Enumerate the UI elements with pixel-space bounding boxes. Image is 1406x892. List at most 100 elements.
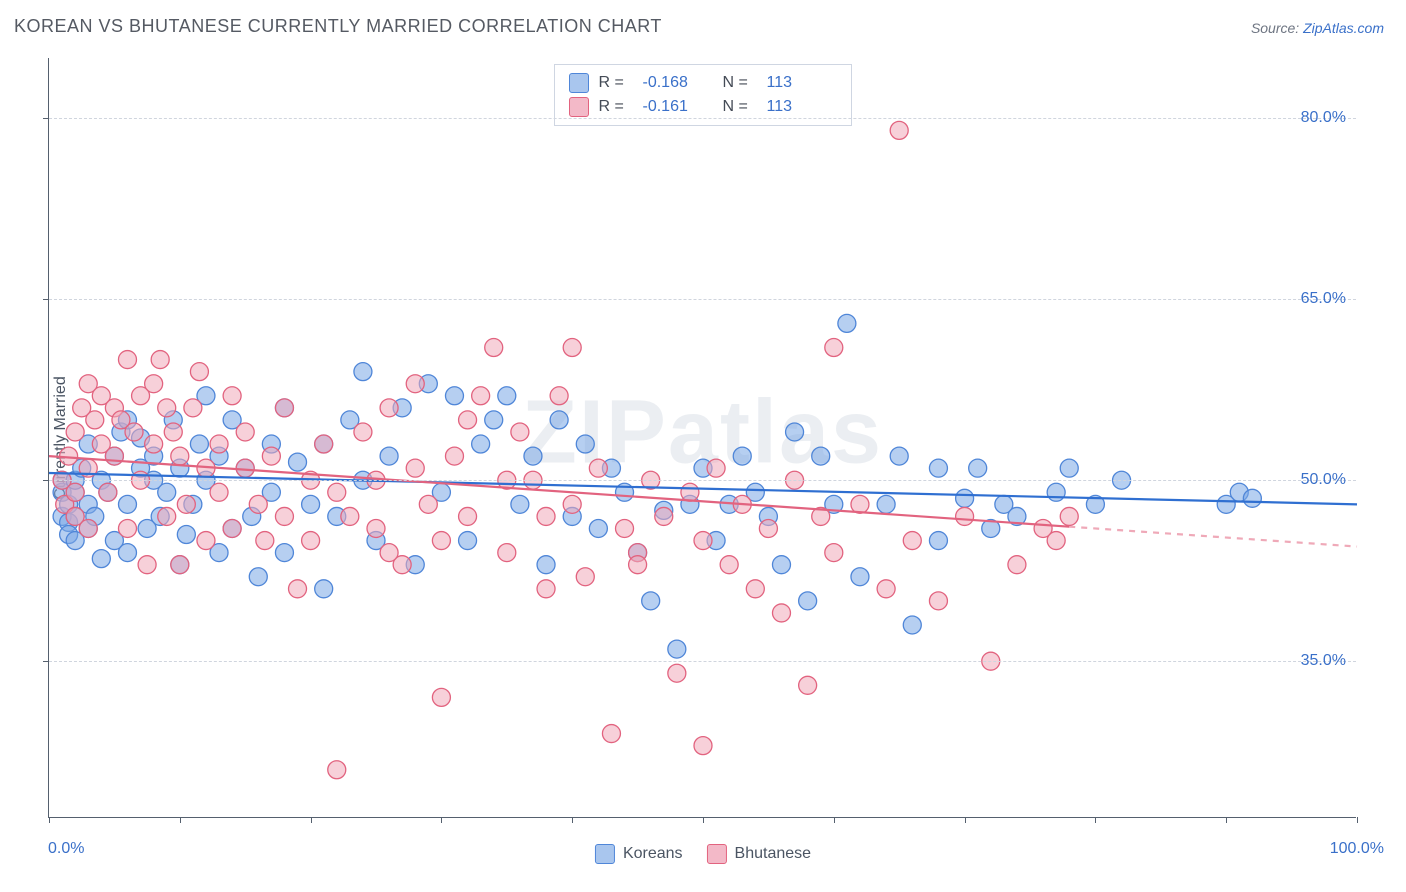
data-point (799, 592, 817, 610)
data-point (537, 580, 555, 598)
r-label: R = (599, 98, 633, 116)
data-point (877, 495, 895, 513)
legend-swatch (569, 73, 589, 93)
data-point (145, 375, 163, 393)
data-point (537, 556, 555, 574)
data-point (786, 423, 804, 441)
r-label: R = (599, 74, 633, 92)
data-point (825, 339, 843, 357)
gridline (49, 118, 1356, 119)
data-point (302, 532, 320, 550)
y-tick-label: 50.0% (1301, 471, 1346, 489)
data-point (223, 519, 241, 537)
data-point (838, 314, 856, 332)
x-tick-mark (965, 817, 966, 823)
data-point (550, 387, 568, 405)
data-point (177, 495, 195, 513)
n-label: N = (723, 98, 757, 116)
data-point (197, 532, 215, 550)
data-point (118, 495, 136, 513)
data-point (472, 435, 490, 453)
data-point (380, 544, 398, 562)
data-point (190, 363, 208, 381)
data-point (825, 544, 843, 562)
data-point (289, 453, 307, 471)
legend-stat-row: R =-0.168N =113 (569, 71, 837, 95)
data-point (589, 459, 607, 477)
r-value: -0.168 (643, 74, 713, 92)
data-point (668, 640, 686, 658)
data-point (772, 604, 790, 622)
data-point (380, 447, 398, 465)
legend-swatch (595, 844, 615, 864)
data-point (459, 532, 477, 550)
data-point (851, 495, 869, 513)
data-point (877, 580, 895, 598)
data-point (759, 519, 777, 537)
data-point (171, 447, 189, 465)
data-point (275, 399, 293, 417)
data-point (445, 387, 463, 405)
data-point (406, 459, 424, 477)
data-point (956, 507, 974, 525)
data-point (315, 580, 333, 598)
data-point (720, 556, 738, 574)
data-point (537, 507, 555, 525)
data-point (472, 387, 490, 405)
data-point (851, 568, 869, 586)
data-point (498, 544, 516, 562)
x-tick-mark (572, 817, 573, 823)
data-point (171, 556, 189, 574)
data-point (746, 580, 764, 598)
data-point (1060, 459, 1078, 477)
data-point (563, 495, 581, 513)
y-tick-mark (43, 118, 49, 119)
data-point (929, 592, 947, 610)
x-tick-mark (1357, 817, 1358, 823)
data-point (66, 483, 84, 501)
source-link[interactable]: ZipAtlas.com (1303, 20, 1384, 36)
data-point (642, 592, 660, 610)
legend-stats: R =-0.168N =113R =-0.161N =113 (554, 64, 852, 126)
data-point (616, 519, 634, 537)
legend-series: KoreansBhutanese (595, 844, 811, 864)
x-tick-mark (311, 817, 312, 823)
y-tick-label: 80.0% (1301, 109, 1346, 127)
y-tick-label: 35.0% (1301, 652, 1346, 670)
data-point (289, 580, 307, 598)
data-point (86, 411, 104, 429)
data-point (576, 568, 594, 586)
data-point (694, 532, 712, 550)
data-point (1047, 483, 1065, 501)
data-point (485, 411, 503, 429)
data-point (92, 550, 110, 568)
data-point (485, 339, 503, 357)
data-point (419, 495, 437, 513)
data-point (772, 556, 790, 574)
data-point (177, 526, 195, 544)
data-point (550, 411, 568, 429)
data-point (262, 447, 280, 465)
data-point (1243, 489, 1261, 507)
data-point (184, 399, 202, 417)
data-point (969, 459, 987, 477)
data-point (406, 375, 424, 393)
legend-swatch (569, 97, 589, 117)
plot-area: Currently Married ZIPatlas R =-0.168N =1… (48, 58, 1356, 818)
data-point (236, 423, 254, 441)
data-point (190, 435, 208, 453)
data-point (118, 544, 136, 562)
data-point (99, 483, 117, 501)
data-point (380, 399, 398, 417)
data-point (354, 363, 372, 381)
data-point (432, 688, 450, 706)
gridline (49, 299, 1356, 300)
data-point (105, 447, 123, 465)
data-point (158, 483, 176, 501)
data-point (707, 459, 725, 477)
x-axis-max-label: 100.0% (1330, 840, 1384, 858)
legend-label: Bhutanese (735, 845, 812, 863)
data-point (524, 447, 542, 465)
data-point (576, 435, 594, 453)
data-point (668, 664, 686, 682)
